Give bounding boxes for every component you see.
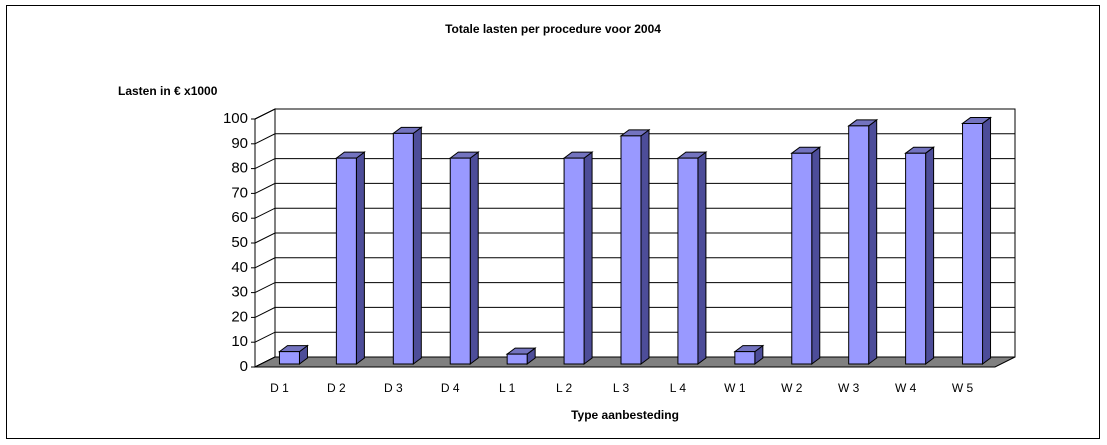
bar [334,151,366,365]
y-tick-label: 80 [231,160,248,177]
bar [448,151,480,365]
bar [904,146,936,365]
bar-face [355,151,365,365]
bar-face [868,118,878,365]
bar-face [506,353,528,365]
x-tick-label: W 2 [781,381,803,395]
bar-face [469,151,479,365]
bar-face [925,146,935,365]
grid-line [254,331,1015,343]
bar [676,151,708,365]
bar [562,151,594,365]
bar [391,126,423,365]
x-tick-label: L 2 [556,381,573,395]
grid-line [254,257,1015,269]
grid-line [254,232,1015,244]
bar-face [962,122,984,365]
bar-face [791,152,813,365]
bar-face [620,135,642,365]
x-tick-label: W 5 [952,381,974,395]
bar [847,118,879,365]
bar-face [848,125,870,365]
y-tick-label: 0 [240,358,248,375]
y-tick-label: 90 [231,135,248,152]
bar-face [697,151,707,365]
bar-face [335,157,357,365]
grid-line [254,182,1015,194]
bar-face [392,132,414,365]
x-tick-label: W 1 [724,381,746,395]
grid-line [254,207,1015,219]
x-tick-label: L 4 [670,381,687,395]
bar-face [449,157,471,365]
y-tick-label: 10 [231,333,248,350]
bar [733,344,765,365]
x-tick-label: D 3 [384,381,403,395]
x-tick-label: D 2 [327,381,346,395]
bar [790,146,822,365]
y-axis-label: Lasten in € x1000 [118,84,218,98]
bar-face [811,146,821,365]
bar-face [278,351,300,365]
x-tick-label: L 1 [499,381,516,395]
grid-line [254,108,1015,120]
y-tick-label: 100 [223,110,248,127]
y-tick-label: 50 [231,234,248,251]
x-tick-label: W 3 [838,381,860,395]
bar [505,347,537,365]
bar-face [677,157,699,365]
bar-face [412,126,422,365]
grid-line [254,158,1015,170]
bar [619,128,651,365]
x-tick-label: L 3 [613,381,630,395]
x-tick-label: W 4 [895,381,917,395]
bar [277,344,309,365]
grid-line [254,133,1015,145]
grid-line [254,306,1015,318]
bar-face [905,152,927,365]
chart-title: Totale lasten per procedure voor 2004 [445,22,661,36]
y-tick-label: 60 [231,209,248,226]
bar-face [563,157,585,365]
y-tick-label: 20 [231,308,248,325]
bar-face [583,151,593,365]
x-tick-label: D 4 [441,381,460,395]
y-tick-label: 70 [231,184,248,201]
y-tick-label: 40 [231,259,248,276]
y-tick-label: 30 [231,284,248,301]
x-tick-label: D 1 [270,381,289,395]
bar-face [640,128,650,365]
grid-line [254,282,1015,294]
bar [961,116,993,365]
bar-face [734,351,756,365]
bar-face [982,116,992,365]
x-axis-label: Type aanbesteding [571,408,679,422]
